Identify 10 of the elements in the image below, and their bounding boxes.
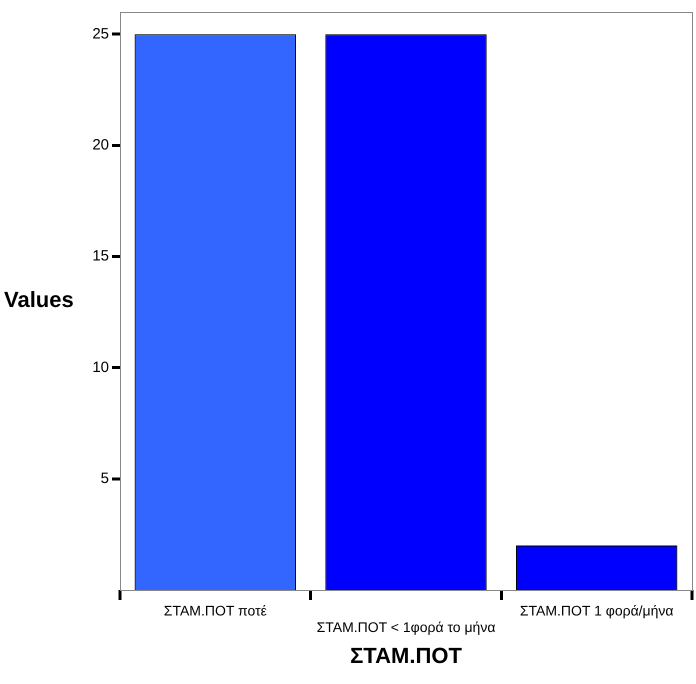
x-tick-label: ΣΤΑΜ.ΠΟΤ < 1φορά το μήνα [316,619,496,636]
x-tick-label: ΣΤΑΜ.ΠΟΤ 1 φορά/μήνα [520,602,674,618]
x-tick-label: ΣΤΑΜ.ΠΟΤ ποτέ [164,602,267,618]
y-tick-label: 5 [100,470,109,487]
y-tick-label: 10 [92,358,109,376]
y-tick-label: 20 [92,136,109,154]
y-tick-label: 25 [92,25,109,42]
y-axis-title: Values [4,287,74,312]
y-tick-label: 15 [92,248,109,265]
x-axis-title: ΣΤΑΜ.ΠΟΤ [350,642,462,668]
